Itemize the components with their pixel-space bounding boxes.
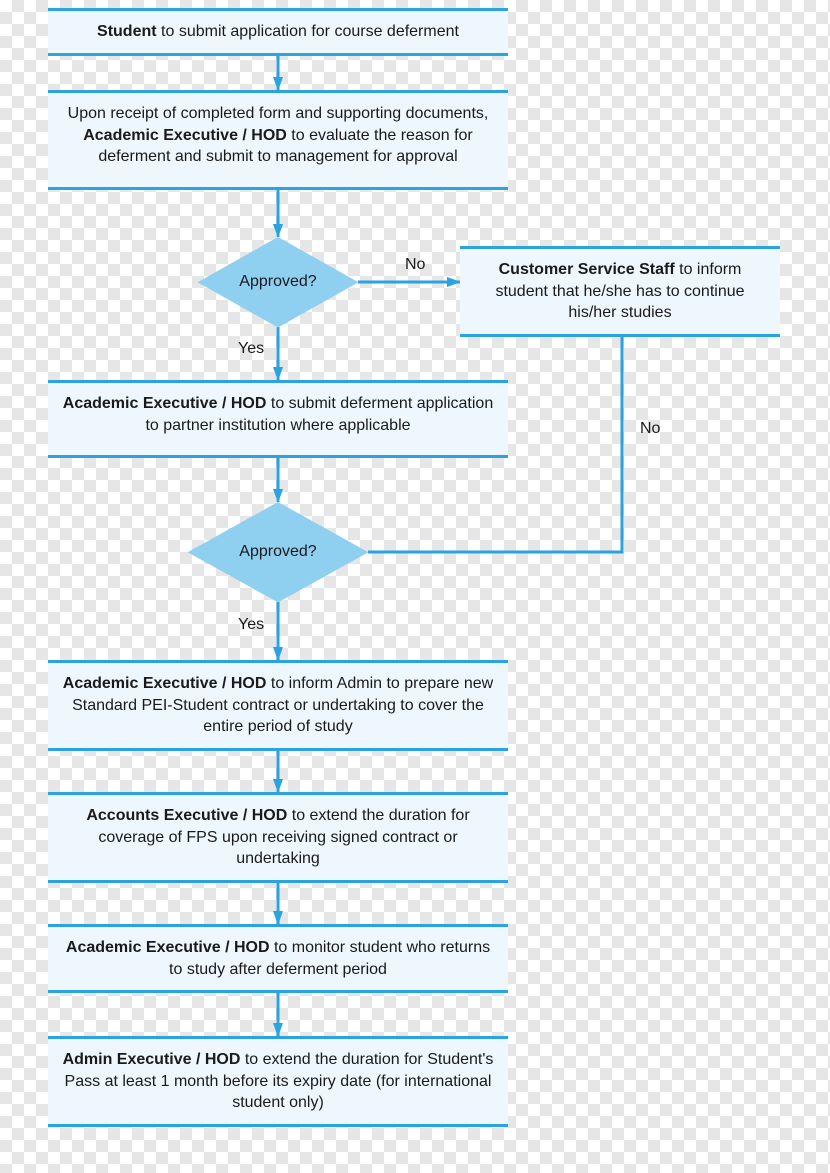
decision-label: Approved? [188, 502, 368, 602]
decision-label: Approved? [198, 237, 358, 327]
process-n4: Academic Executive / HOD to submit defer… [48, 380, 508, 458]
process-n2: Upon receipt of completed form and suppo… [48, 90, 508, 190]
process-n5: Academic Executive / HOD to inform Admin… [48, 660, 508, 751]
process-n3: Customer Service Staff to inform student… [460, 246, 780, 337]
edge-label-no: No [405, 256, 425, 274]
process-n1: Student to submit application for course… [48, 8, 508, 56]
edge-label-no: No [640, 420, 660, 438]
process-n8: Admin Executive / HOD to extend the dura… [48, 1036, 508, 1127]
decision-d1: Approved? [198, 237, 358, 327]
flowchart-canvas: Student to submit application for course… [0, 0, 830, 1173]
process-n6: Accounts Executive / HOD to extend the d… [48, 792, 508, 883]
process-n7: Academic Executive / HOD to monitor stud… [48, 924, 508, 993]
decision-d2: Approved? [188, 502, 368, 602]
edge-label-yes: Yes [238, 616, 264, 634]
edge-label-yes: Yes [238, 340, 264, 358]
